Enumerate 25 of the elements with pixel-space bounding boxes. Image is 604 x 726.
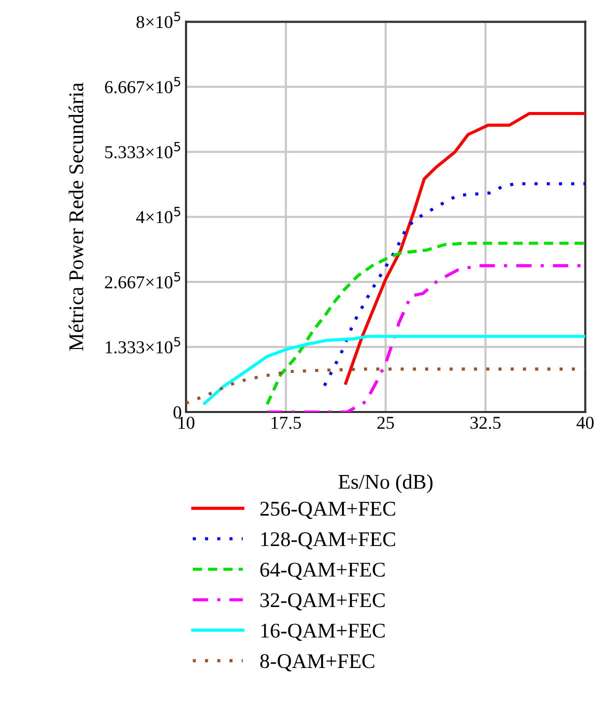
x-tick-label: 32.5 (470, 416, 501, 429)
line-series (322, 182, 586, 388)
line-series (344, 112, 586, 385)
y-tick-label: 2.667×10$^{5}$ (105, 272, 180, 288)
x-tick-label: 40 (576, 416, 594, 429)
y-tick-label: 0 (174, 406, 182, 418)
y-axis-title: Métrica Power Rede Secundária (68, 82, 84, 351)
legend-label: 128-QAM+FEC (261, 532, 396, 550)
line-series (266, 242, 586, 406)
legend-label: 32-QAM+FEC (260, 593, 385, 610)
x-tick-label: 10 (178, 416, 194, 429)
y-tick-label: 4×10$^{5}$ (136, 206, 180, 224)
y-tick-label: 6.667×10$^{5}$ (105, 76, 180, 94)
legend-label: 64-QAM+FEC (260, 562, 385, 580)
legend-label: 8-QAM+FEC (260, 654, 374, 672)
y-tick-label: 1.333×10$^{5}$ (106, 337, 180, 354)
y-tick-label: 5.333×10$^{5}$ (105, 142, 180, 158)
line-series (203, 334, 586, 405)
legend-label: 16-QAM+FEC (261, 624, 385, 641)
line-series (186, 368, 586, 405)
x-tick-label: 25 (377, 416, 394, 429)
y-tick-label: 8×10$^{5}$ (136, 12, 180, 28)
x-axis-title: Es/No (dB) (338, 474, 432, 494)
legend-label: 256-QAM+FEC (260, 502, 396, 519)
x-tick-label: 17.5 (272, 416, 301, 429)
